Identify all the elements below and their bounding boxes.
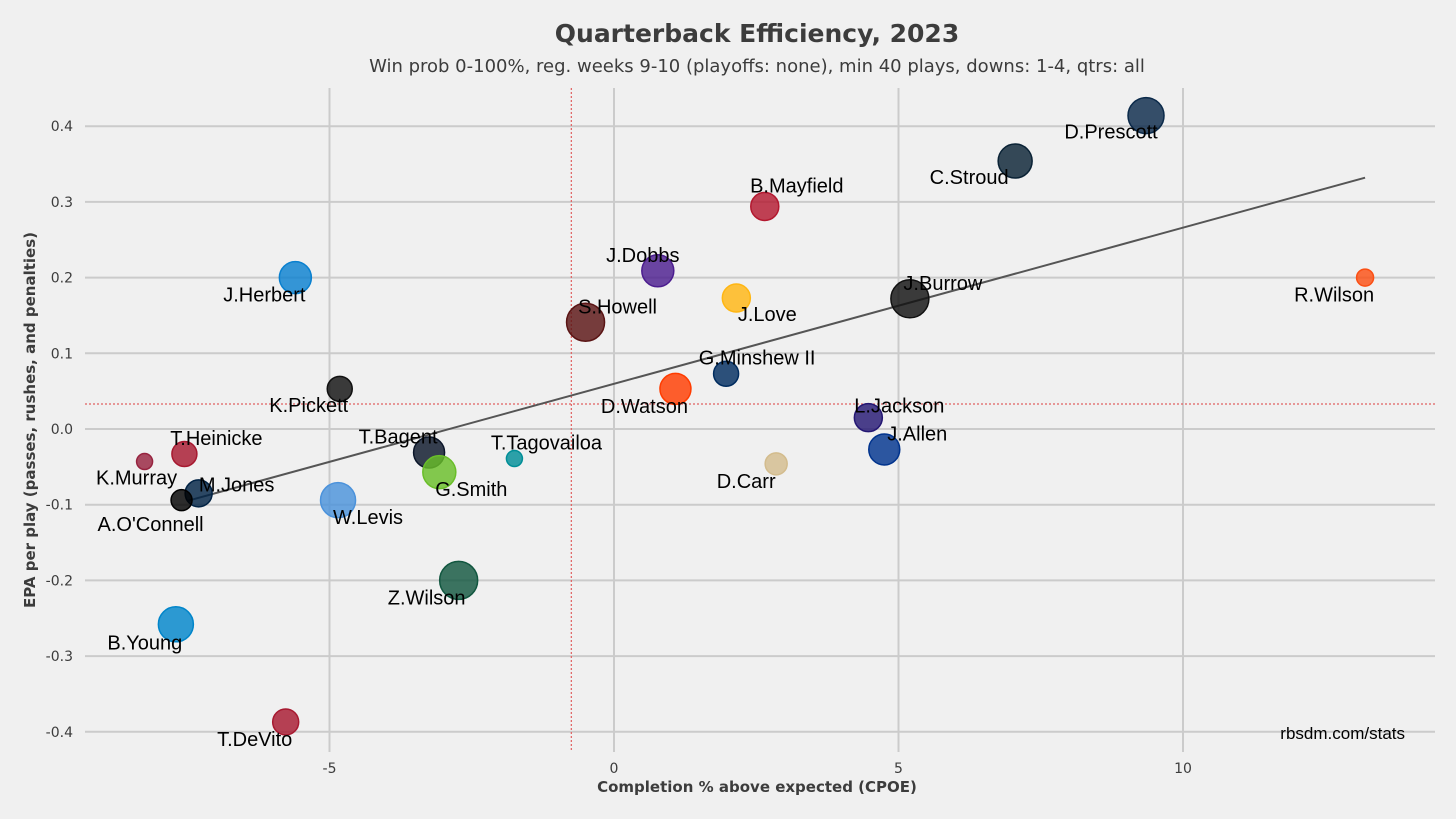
chart-subtitle: Win prob 0-100%, reg. weeks 9-10 (playof… xyxy=(369,56,1145,77)
point-label: D.Carr xyxy=(717,471,776,493)
data-point xyxy=(319,481,357,519)
point-label: W.Levis xyxy=(333,507,403,529)
x-tick-label: 5 xyxy=(894,761,903,777)
point-label: B.Young xyxy=(107,632,182,654)
y-axis-label: EPA per play (passes, rushes, and penalt… xyxy=(21,232,39,608)
data-point xyxy=(171,440,198,468)
point-label: R.Wilson xyxy=(1294,285,1374,307)
point-label: B.Mayfield xyxy=(750,175,843,197)
data-points xyxy=(135,96,1375,736)
data-point xyxy=(565,302,606,343)
data-point xyxy=(1355,268,1375,287)
data-point xyxy=(890,279,930,319)
point-label: T.DeVito xyxy=(217,729,292,751)
data-point xyxy=(1127,96,1165,135)
point-label: Z.Wilson xyxy=(388,587,466,609)
data-point xyxy=(764,452,788,476)
y-tick-label: 0.0 xyxy=(51,422,73,438)
y-tick-label: 0.3 xyxy=(51,195,73,211)
point-label: J.Love xyxy=(738,304,797,326)
data-point xyxy=(712,360,740,387)
data-point xyxy=(505,449,524,468)
trend-line xyxy=(186,176,1366,502)
point-label: M.Jones xyxy=(199,474,275,496)
chart-title: Quarterback Efficiency, 2023 xyxy=(555,19,959,48)
data-point xyxy=(853,402,884,433)
point-label: J.Herbert xyxy=(223,285,306,307)
data-point xyxy=(641,254,675,288)
data-point xyxy=(135,452,154,471)
point-label: D.Watson xyxy=(601,396,688,418)
tick-labels: -5 0 5 10 -0.4 -0.3 -0.2 -0.1 0.0 0.1 0.2 0.3 0.4 xyxy=(46,119,1192,777)
data-point xyxy=(659,372,692,406)
y-tick-label: 0.4 xyxy=(51,119,73,135)
point-label: K.Pickett xyxy=(269,395,348,417)
data-point xyxy=(326,375,353,403)
y-tick-label: -0.2 xyxy=(46,573,73,589)
point-label: A.O'Connell xyxy=(98,514,204,536)
source-credit: rbsdm.com/stats xyxy=(1280,724,1405,743)
y-tick-label: -0.4 xyxy=(46,725,73,741)
point-label: J.Dobbs xyxy=(606,245,679,267)
y-tick-label: 0.1 xyxy=(51,346,73,362)
x-tick-label: 0 xyxy=(610,761,619,777)
y-tick-label: 0.2 xyxy=(51,271,73,287)
x-tick-label: 10 xyxy=(1174,761,1192,777)
data-point xyxy=(997,143,1033,179)
data-point xyxy=(170,488,193,512)
data-point xyxy=(721,283,752,313)
y-tick-label: -0.3 xyxy=(46,649,73,665)
point-label: G.Smith xyxy=(435,479,507,501)
x-tick-label: -5 xyxy=(323,761,337,777)
point-label: S.Howell xyxy=(578,296,657,318)
point-label: D.Prescott xyxy=(1064,122,1158,144)
data-point xyxy=(271,708,300,736)
point-label: K.Murray xyxy=(96,468,177,490)
point-label: J.Allen xyxy=(887,423,947,445)
data-point xyxy=(278,260,313,295)
point-label: T.Heinicke xyxy=(170,428,262,450)
point-label: T.Tagovailoa xyxy=(491,433,603,455)
y-tick-label: -0.1 xyxy=(46,498,73,514)
data-point xyxy=(157,606,195,643)
data-point xyxy=(422,454,457,490)
data-point xyxy=(438,560,479,601)
point-label: J.Burrow xyxy=(903,273,982,295)
x-axis-label: Completion % above expected (CPOE) xyxy=(597,778,917,796)
point-label: C.Stroud xyxy=(930,167,1009,189)
point-label: T.Bagent xyxy=(359,426,438,448)
data-point xyxy=(750,191,780,222)
point-label: L.Jackson xyxy=(854,396,944,418)
point-label: G.Minshew II xyxy=(699,348,816,370)
data-point xyxy=(868,433,901,466)
reference-lines xyxy=(85,88,1435,752)
point-labels: D.Prescott C.Stroud B.Mayfield J.Dobbs J.Her… xyxy=(96,122,1374,751)
